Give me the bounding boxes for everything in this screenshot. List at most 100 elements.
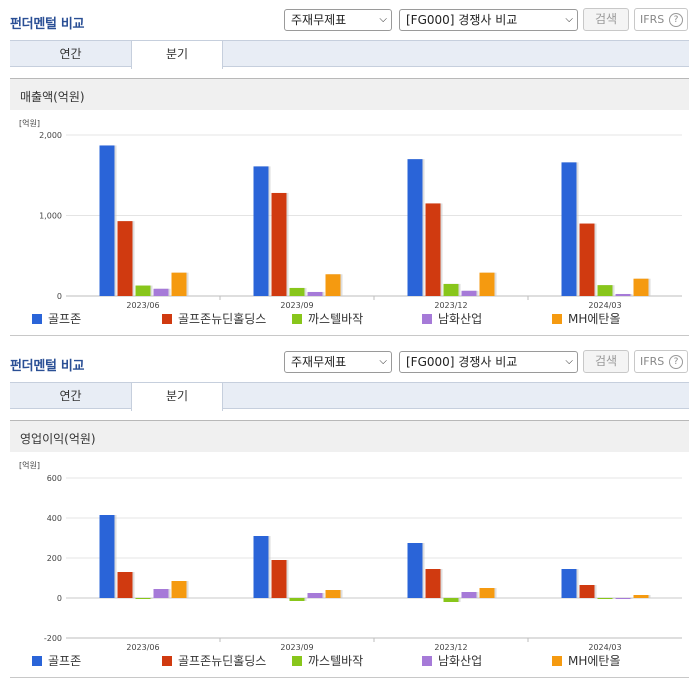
y-tick-label: 0 (57, 292, 62, 301)
x-tick-label: 2023/12 (434, 301, 467, 310)
bar-0-1 (253, 536, 269, 598)
bar-0-1 (253, 166, 269, 296)
chart-container: 매출액(억원) [억원] 0 1,000 2,000 2023/06 2023/09 202… (10, 78, 689, 336)
legend-swatch (552, 656, 562, 666)
bar-2-2 (443, 598, 459, 602)
bar-1-0 (117, 572, 133, 598)
y-tick-label: 600 (47, 474, 62, 483)
y-tick-label: 1,000 (39, 212, 62, 221)
panel-header: 펀더멘털 비교 주재무제표 ⌵ [FG000] 경쟁사 비교 ⌵ 검색 IFRS… (0, 0, 696, 40)
bar-3-2 (461, 592, 477, 598)
bar-0-0 (99, 145, 115, 296)
bar-3-1 (307, 593, 323, 598)
statement-select-value: 주재무제표 (291, 355, 347, 369)
panel-title: 펀더멘털 비교 (10, 17, 85, 32)
search-button[interactable]: 검색 (583, 8, 629, 31)
legend-swatch (32, 314, 42, 324)
help-icon[interactable]: ? (669, 355, 683, 369)
legend-swatch (162, 314, 172, 324)
legend-swatch (292, 656, 302, 666)
legend-swatch (292, 314, 302, 324)
bar-2-3 (597, 285, 613, 296)
chart-title: 매출액(억원) (20, 90, 85, 104)
legend-label: 까스텔바작 (308, 654, 364, 668)
panel-title: 펀더멘털 비교 (10, 359, 85, 374)
compare-select[interactable]: [FG000] 경쟁사 비교 ⌵ (399, 351, 578, 373)
chart-header: 매출액(억원) (10, 78, 689, 110)
tab-quarterly[interactable]: 분기 (131, 41, 223, 69)
legend-swatch (162, 656, 172, 666)
period-tabs: 연간 분기 (10, 382, 689, 411)
bar-1-1 (271, 560, 287, 598)
bar-1-2 (425, 569, 441, 598)
bar-2-0 (135, 598, 151, 599)
y-tick-label: 400 (47, 514, 62, 523)
panel-header: 펀더멘털 비교 주재무제표 ⌵ [FG000] 경쟁사 비교 ⌵ 검색 IFRS… (0, 342, 696, 382)
x-tick-label: 2024/03 (588, 301, 621, 310)
search-button[interactable]: 검색 (583, 350, 629, 373)
tab-annual[interactable]: 연간 (59, 47, 82, 61)
y-tick-label: 2,000 (39, 131, 62, 140)
unit-label: [억원] (19, 460, 40, 470)
legend-label: 남화산업 (438, 654, 483, 668)
bar-0-3 (561, 569, 577, 598)
bar-1-1 (271, 192, 287, 296)
x-tick-label: 2023/06 (126, 643, 159, 652)
legend-swatch (422, 656, 432, 666)
tab-annual[interactable]: 연간 (59, 389, 82, 403)
statement-select[interactable]: 주재무제표 ⌵ (284, 9, 392, 31)
compare-select-value: [FG000] 경쟁사 비교 (406, 13, 518, 27)
chart-header: 영업이익(억원) (10, 420, 689, 452)
bar-4-0 (171, 581, 187, 598)
ifrs-button[interactable]: IFRS ? (634, 350, 688, 373)
bar-0-3 (561, 162, 577, 296)
help-icon[interactable]: ? (669, 13, 683, 27)
legend-label: 골프존 (48, 312, 82, 326)
bar-3-3 (615, 293, 631, 296)
chevron-down-icon: ⌵ (379, 356, 387, 367)
y-tick-label: -200 (44, 634, 62, 643)
tab-quarterly[interactable]: 분기 (131, 383, 223, 411)
legend-label: 골프존뉴딘홀딩스 (178, 654, 267, 668)
x-tick-label: 2023/06 (126, 301, 159, 310)
chevron-down-icon: ⌵ (565, 14, 573, 25)
legend-label: MH에탄올 (568, 312, 621, 326)
statement-select-value: 주재무제표 (291, 13, 347, 27)
compare-select[interactable]: [FG000] 경쟁사 비교 ⌵ (399, 9, 578, 31)
x-tick-label: 2023/09 (280, 301, 313, 310)
bar-4-1 (325, 590, 341, 598)
bar-0-2 (407, 543, 423, 598)
statement-select[interactable]: 주재무제표 ⌵ (284, 351, 392, 373)
period-tabs: 연간 분기 (10, 40, 689, 69)
bar-1-3 (579, 223, 595, 296)
chart-title: 영업이익(억원) (20, 432, 96, 446)
legend-label: 골프존 (48, 654, 82, 668)
legend-label: 골프존뉴딘홀딩스 (178, 312, 267, 326)
chart-legend: 골프존 골프존뉴딘홀딩스 까스텔바작 남화산업 MH에탄올 (10, 312, 689, 328)
legend-label: MH에탄올 (568, 654, 621, 668)
bar-4-3 (633, 278, 649, 296)
bar-3-0 (153, 589, 169, 598)
bar-2-2 (443, 283, 459, 296)
bar-4-3 (633, 595, 649, 598)
bar-2-1 (289, 598, 305, 601)
legend-swatch (552, 314, 562, 324)
bar-3-2 (461, 290, 477, 296)
ifrs-label: IFRS (640, 13, 665, 26)
compare-select-value: [FG000] 경쟁사 비교 (406, 355, 518, 369)
bar-3-1 (307, 291, 323, 296)
bar-1-0 (117, 221, 133, 296)
x-tick-label: 2023/12 (434, 643, 467, 652)
x-tick-label: 2024/03 (588, 643, 621, 652)
legend-label: 남화산업 (438, 312, 483, 326)
bar-3-0 (153, 288, 169, 296)
bar-4-1 (325, 274, 341, 296)
y-tick-label: 200 (47, 554, 62, 563)
operating-profit-bar-chart: [억원] -200 0 200 400 600 2023/06 2023/09 2023/12 2… (19, 460, 682, 652)
bar-4-0 (171, 272, 187, 296)
chart-legend: 골프존 골프존뉴딘홀딩스 까스텔바작 남화산업 MH에탄올 (10, 654, 689, 670)
bar-0-2 (407, 159, 423, 296)
x-tick-label: 2023/09 (280, 643, 313, 652)
legend-label: 까스텔바작 (308, 312, 364, 326)
ifrs-button[interactable]: IFRS ? (634, 8, 688, 31)
